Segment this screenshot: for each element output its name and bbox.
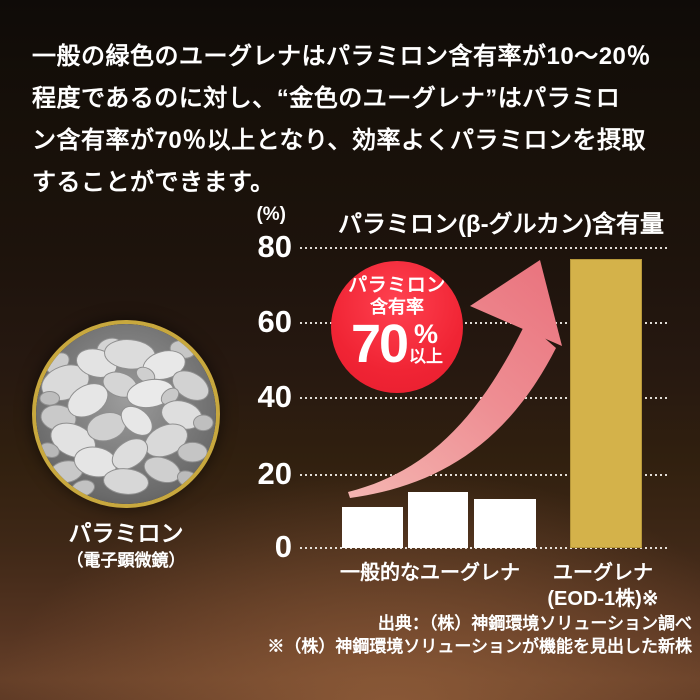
paramylon-micrograph-image	[32, 320, 220, 508]
y-tick-60: 60	[257, 304, 292, 339]
strain-note: ※（株）神鋼環境ソリューションが機能を見出した新株	[267, 637, 692, 656]
badge-value: 70	[350, 314, 409, 374]
gridline-80	[300, 247, 668, 249]
x-label-general-euglena: 一般的なユーグレナ	[340, 562, 520, 584]
bar-general-1	[342, 506, 403, 548]
badge-line-2: 含有率	[370, 297, 424, 317]
micrograph-grains-illustration	[36, 324, 216, 504]
gridline-20	[300, 474, 668, 476]
intro-line-2: 程度であるのに対し、“金色のユーグレナ”はパラミロ	[32, 85, 621, 112]
source-note: 出典：（株）神鋼環境ソリューション調べ	[377, 614, 692, 633]
growth-arrow-icon	[348, 260, 562, 498]
x-label-eod1-line1: ユーグレナ	[553, 562, 653, 584]
badge-line-1: パラミロン	[348, 275, 446, 296]
micrograph-label: パラミロン	[68, 520, 184, 546]
badge-percent-sign: %	[414, 319, 439, 349]
gridline-60	[300, 322, 668, 324]
micrograph-sublabel: （電子顕微鏡）	[66, 551, 186, 570]
bar-general-2	[408, 491, 468, 548]
y-tick-40: 40	[257, 379, 292, 414]
y-tick-80: 80	[257, 229, 292, 264]
gridline-0-baseline	[300, 547, 668, 549]
bar-general-3	[474, 499, 536, 548]
paramylon-ratio-badge: パラミロン 含有率 70 % 以上	[331, 261, 463, 393]
x-label-eod1-line2: (EOD-1株)※	[547, 588, 659, 610]
x-label-eod1-euglena: ユーグレナ (EOD-1株)※	[528, 560, 678, 612]
intro-paragraph: 一般の緑色のユーグレナはパラミロン含有率が10〜20％ 程度であるのに対し、“金…	[32, 36, 684, 204]
badge-value-row: 70 % 以上	[350, 314, 444, 374]
badge-suffix: 以上	[409, 347, 444, 366]
intro-line-1: 一般の緑色のユーグレナはパラミロン含有率が10〜20％	[32, 43, 651, 70]
y-tick-20: 20	[257, 456, 292, 491]
bar-eod1-gold	[570, 259, 642, 548]
y-tick-0: 0	[274, 529, 292, 564]
y-axis-unit-label: (%)	[256, 204, 286, 225]
intro-line-4: することができます。	[32, 169, 275, 196]
intro-line-3: ン含有率が70％以上となり、効率よくパラミロンを摂取	[32, 127, 647, 154]
chart-title: パラミロン(β-グルカン)含有量	[338, 211, 664, 238]
